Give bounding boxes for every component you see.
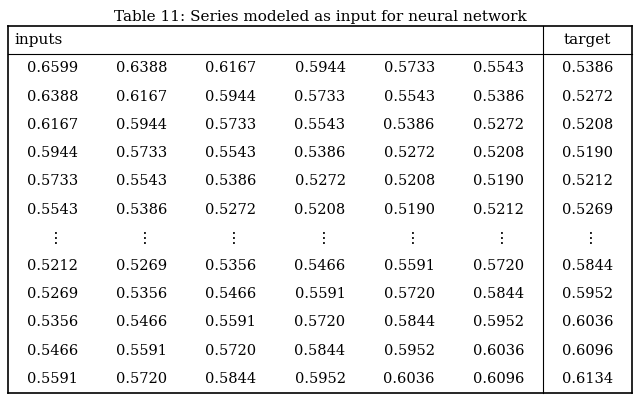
Text: 0.5720: 0.5720 bbox=[473, 259, 524, 273]
Text: 0.5591: 0.5591 bbox=[27, 372, 78, 386]
Text: 0.5208: 0.5208 bbox=[562, 118, 613, 132]
Text: 0.5356: 0.5356 bbox=[116, 287, 167, 301]
Text: 0.5386: 0.5386 bbox=[383, 118, 435, 132]
Text: 0.5386: 0.5386 bbox=[294, 146, 346, 160]
Text: 0.5386: 0.5386 bbox=[116, 203, 168, 216]
Text: $\vdots$: $\vdots$ bbox=[47, 230, 58, 246]
Text: 0.5720: 0.5720 bbox=[294, 316, 346, 329]
Text: 0.5543: 0.5543 bbox=[205, 146, 257, 160]
Text: 0.6167: 0.6167 bbox=[205, 61, 257, 75]
Text: 0.6036: 0.6036 bbox=[562, 316, 613, 329]
Text: target: target bbox=[564, 33, 611, 47]
Text: 0.5543: 0.5543 bbox=[473, 61, 524, 75]
Text: 0.5272: 0.5272 bbox=[294, 174, 346, 188]
Text: $\vdots$: $\vdots$ bbox=[315, 230, 325, 246]
Text: 0.5466: 0.5466 bbox=[205, 287, 257, 301]
Text: 0.5269: 0.5269 bbox=[116, 259, 167, 273]
Text: 0.5944: 0.5944 bbox=[294, 61, 346, 75]
Text: 0.5844: 0.5844 bbox=[383, 316, 435, 329]
Text: 0.5720: 0.5720 bbox=[205, 344, 257, 357]
Text: 0.5272: 0.5272 bbox=[562, 90, 613, 103]
Text: 0.5212: 0.5212 bbox=[27, 259, 78, 273]
Text: inputs: inputs bbox=[14, 33, 62, 47]
Text: 0.5952: 0.5952 bbox=[383, 344, 435, 357]
Text: 0.5212: 0.5212 bbox=[473, 203, 524, 216]
Text: 0.5386: 0.5386 bbox=[472, 90, 524, 103]
Text: 0.5844: 0.5844 bbox=[473, 287, 524, 301]
Text: $\vdots$: $\vdots$ bbox=[493, 230, 504, 246]
Text: 0.6599: 0.6599 bbox=[27, 61, 78, 75]
Text: 0.5190: 0.5190 bbox=[383, 203, 435, 216]
Text: 0.5190: 0.5190 bbox=[473, 174, 524, 188]
Text: 0.5208: 0.5208 bbox=[294, 203, 346, 216]
Text: 0.5733: 0.5733 bbox=[27, 174, 78, 188]
Text: 0.5386: 0.5386 bbox=[205, 174, 257, 188]
Text: 0.6036: 0.6036 bbox=[472, 344, 524, 357]
Text: 0.5733: 0.5733 bbox=[383, 61, 435, 75]
Text: $\vdots$: $\vdots$ bbox=[136, 230, 147, 246]
Text: 0.5952: 0.5952 bbox=[562, 287, 613, 301]
Text: 0.5720: 0.5720 bbox=[383, 287, 435, 301]
Text: Table 11: Series modeled as input for neural network: Table 11: Series modeled as input for ne… bbox=[114, 10, 526, 24]
Text: 0.6036: 0.6036 bbox=[383, 372, 435, 386]
Text: 0.5208: 0.5208 bbox=[473, 146, 524, 160]
Text: $\vdots$: $\vdots$ bbox=[582, 230, 593, 246]
Text: 0.5386: 0.5386 bbox=[562, 61, 613, 75]
Text: 0.5269: 0.5269 bbox=[562, 203, 613, 216]
Text: 0.5212: 0.5212 bbox=[562, 174, 613, 188]
Text: 0.5944: 0.5944 bbox=[116, 118, 167, 132]
Text: 0.5466: 0.5466 bbox=[27, 344, 78, 357]
Text: 0.5356: 0.5356 bbox=[27, 316, 78, 329]
Text: 0.5543: 0.5543 bbox=[294, 118, 346, 132]
Text: 0.6167: 0.6167 bbox=[116, 90, 167, 103]
Text: 0.5543: 0.5543 bbox=[116, 174, 167, 188]
Text: 0.5272: 0.5272 bbox=[473, 118, 524, 132]
Text: 0.5190: 0.5190 bbox=[562, 146, 613, 160]
Text: 0.5591: 0.5591 bbox=[384, 259, 435, 273]
Text: 0.6167: 0.6167 bbox=[27, 118, 78, 132]
Text: 0.5952: 0.5952 bbox=[473, 316, 524, 329]
Text: 0.5466: 0.5466 bbox=[116, 316, 167, 329]
Text: 0.5591: 0.5591 bbox=[116, 344, 167, 357]
Text: 0.5944: 0.5944 bbox=[27, 146, 78, 160]
Text: 0.5591: 0.5591 bbox=[294, 287, 346, 301]
Text: 0.5733: 0.5733 bbox=[116, 146, 167, 160]
Text: 0.5356: 0.5356 bbox=[205, 259, 257, 273]
Text: 0.5591: 0.5591 bbox=[205, 316, 256, 329]
Text: $\vdots$: $\vdots$ bbox=[225, 230, 236, 246]
Text: 0.6096: 0.6096 bbox=[562, 344, 613, 357]
Text: $\vdots$: $\vdots$ bbox=[404, 230, 415, 246]
Text: 0.5733: 0.5733 bbox=[205, 118, 257, 132]
Text: 0.6096: 0.6096 bbox=[472, 372, 524, 386]
Text: 0.5944: 0.5944 bbox=[205, 90, 257, 103]
Text: 0.5543: 0.5543 bbox=[383, 90, 435, 103]
Text: 0.6134: 0.6134 bbox=[562, 372, 613, 386]
Text: 0.5208: 0.5208 bbox=[383, 174, 435, 188]
Text: 0.5844: 0.5844 bbox=[205, 372, 257, 386]
Text: 0.5720: 0.5720 bbox=[116, 372, 167, 386]
Text: 0.5466: 0.5466 bbox=[294, 259, 346, 273]
Text: 0.5272: 0.5272 bbox=[205, 203, 257, 216]
Text: 0.5543: 0.5543 bbox=[27, 203, 78, 216]
Text: 0.6388: 0.6388 bbox=[116, 61, 168, 75]
Text: 0.5844: 0.5844 bbox=[562, 259, 613, 273]
Text: 0.5733: 0.5733 bbox=[294, 90, 346, 103]
Text: 0.6388: 0.6388 bbox=[27, 90, 78, 103]
Text: 0.5844: 0.5844 bbox=[294, 344, 346, 357]
Text: 0.5952: 0.5952 bbox=[294, 372, 346, 386]
Text: 0.5272: 0.5272 bbox=[383, 146, 435, 160]
Text: 0.5269: 0.5269 bbox=[27, 287, 78, 301]
